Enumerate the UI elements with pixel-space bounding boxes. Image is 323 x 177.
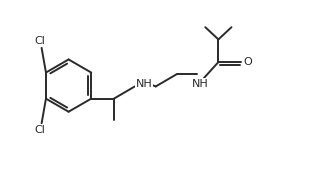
Text: NH: NH bbox=[136, 79, 152, 88]
Text: Cl: Cl bbox=[35, 125, 46, 135]
Text: O: O bbox=[243, 57, 252, 67]
Text: NH: NH bbox=[192, 79, 209, 88]
Text: Cl: Cl bbox=[35, 36, 46, 46]
